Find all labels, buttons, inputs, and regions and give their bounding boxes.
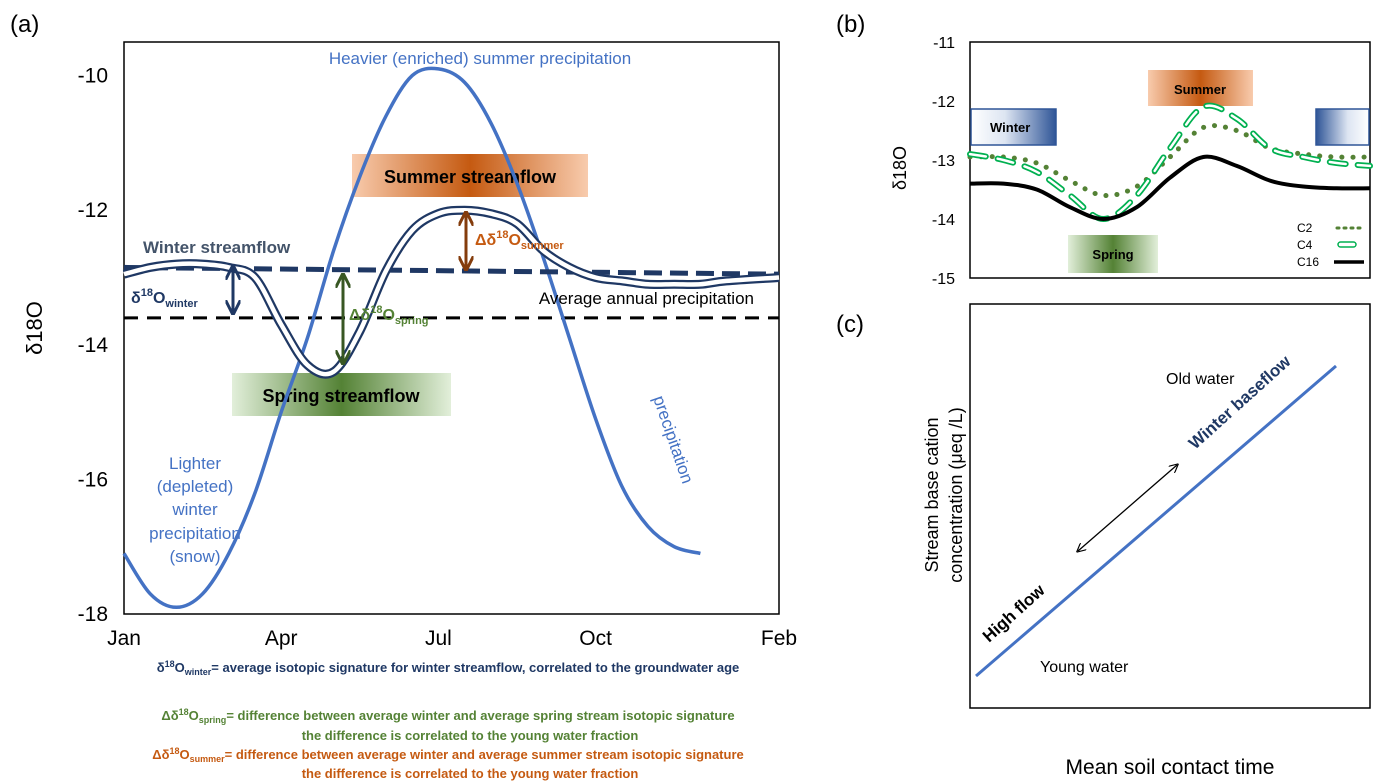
panel-a-y-tick-label: -16 <box>78 468 108 491</box>
summer-streamflow-box <box>352 154 588 197</box>
spring-streamflow-label: Spring streamflow <box>262 386 420 406</box>
panel-c-line <box>975 364 1337 678</box>
panel-a-x-ticks: Jan Apr Jul Oct Feb <box>107 627 797 650</box>
footnotes: δ18Owinter= average isotopic signature f… <box>152 659 744 781</box>
lighter-line-3: winter <box>171 500 218 519</box>
winter-baseflow-label: Winter baseflow <box>1185 351 1295 453</box>
legend-c16-label: C16 <box>1297 255 1319 269</box>
precipitation-line <box>122 66 701 610</box>
panel-a-x-tick-label: Jul <box>425 627 452 650</box>
legend-c2-label: C2 <box>1297 221 1313 235</box>
avg-precip-label: Average annual precipitation <box>539 289 754 308</box>
panel-a-x-tick-label: Oct <box>579 627 612 650</box>
panel-a-x-tick-label: Apr <box>265 627 298 650</box>
lighter-line-1: Lighter <box>169 454 221 473</box>
delta-winter-label: δ18Owinter <box>131 287 199 310</box>
panel-a-y-tick-label: -12 <box>78 199 108 222</box>
heavier-precip-label: Heavier (enriched) summer precipitation <box>329 49 631 68</box>
spring-streamflow-box <box>232 373 451 416</box>
panel-a-y-axis-label: δ18O <box>22 301 47 355</box>
summer-box-label: Summer <box>1174 82 1226 97</box>
panel-c: (c) Old water Young water Winter baseflo… <box>836 303 1371 779</box>
footnote-spring-line2: the difference is correlated to the youn… <box>302 728 639 743</box>
panel-b: (b) -11 -12 -13 -14 -15 δ18O Winter Summer S… <box>836 11 1373 288</box>
panel-b-y-tick-label: -12 <box>932 94 955 111</box>
panel-b-line-c2 <box>967 123 1373 199</box>
summer-box <box>1148 70 1253 106</box>
panel-a: (a) -10 -12 -14 -16 -18 Jan Apr Jul Oct Feb δ18O… <box>10 11 797 650</box>
panel-a-y-tick-label: -18 <box>78 603 108 626</box>
lighter-precip-label: Lighter (depleted) winter precipitation … <box>149 454 241 566</box>
panel-a-x-tick-label: Jan <box>107 627 141 650</box>
panel-b-y-tick-label: -14 <box>932 212 955 229</box>
lighter-line-4: precipitation <box>149 524 241 543</box>
panel-b-y-ticks: -11 -12 -13 -14 -15 <box>932 35 955 288</box>
old-water-label: Old water <box>1166 371 1235 388</box>
legend-c4-label: C4 <box>1297 238 1313 252</box>
high-flow-label: High flow <box>979 580 1049 646</box>
panel-b-label: (b) <box>836 11 865 38</box>
spring-box-label: Spring <box>1092 247 1133 262</box>
panel-a-label: (a) <box>10 11 39 38</box>
footnote-summer-line2: the difference is correlated to the youn… <box>302 766 639 781</box>
delta-spring-label: Δδ18Ospring <box>349 304 429 327</box>
panel-b-legend: C2 C4 C16 <box>1297 221 1364 269</box>
panel-b-y-tick-label: -11 <box>933 35 955 52</box>
panel-b-y-tick-label: -13 <box>932 153 955 170</box>
panel-b-frame <box>969 41 1371 279</box>
precipitation-rotated-label: precipitation <box>649 393 697 486</box>
panel-c-line-group <box>975 364 1337 678</box>
panel-b-y-axis-label: δ18O <box>890 146 910 190</box>
panel-b-lines <box>967 102 1373 223</box>
panel-b-line-c16 <box>969 154 1371 222</box>
panel-c-label: (c) <box>836 311 864 338</box>
panel-a-frame <box>123 41 780 615</box>
legend-c4-swatch <box>1337 241 1357 248</box>
panel-a-y-ticks: -10 -12 -14 -16 -18 <box>78 65 109 626</box>
panel-b-line-c4-inner <box>968 104 1372 221</box>
panel-c-frame <box>969 303 1371 709</box>
panel-c-x-axis-label: Mean soil contact time <box>1066 756 1275 779</box>
panel-c-double-arrow <box>1078 465 1177 551</box>
footnote-winter: δ18Owinter= average isotopic signature f… <box>157 659 740 677</box>
footnote-spring: Δδ18Ospring= difference between average … <box>161 707 734 725</box>
panel-a-y-tick-label: -10 <box>78 65 108 88</box>
winter-box-label: Winter <box>990 120 1030 135</box>
panel-a-y-tick-label: -14 <box>78 334 109 357</box>
spring-box <box>1068 235 1158 273</box>
panel-c-y-axis-label-line1: Stream base cation <box>922 417 942 572</box>
winter-box-left <box>970 108 1057 146</box>
summer-streamflow-label: Summer streamflow <box>384 167 557 187</box>
winter-streamflow-label: Winter streamflow <box>143 238 291 257</box>
footnote-summer: Δδ18Osummer= difference between average … <box>152 746 744 764</box>
young-water-label: Young water <box>1040 659 1129 676</box>
lighter-line-5: (snow) <box>169 547 220 566</box>
winter-box-right <box>1315 108 1370 146</box>
delta-summer-label: Δδ18Osummer <box>475 229 564 252</box>
panel-b-y-tick-label: -15 <box>932 271 955 288</box>
panel-a-x-tick-label: Feb <box>761 627 797 650</box>
panel-c-y-axis-label-line2: concentration (μeq /L) <box>946 407 966 582</box>
lighter-line-2: (depleted) <box>157 477 234 496</box>
